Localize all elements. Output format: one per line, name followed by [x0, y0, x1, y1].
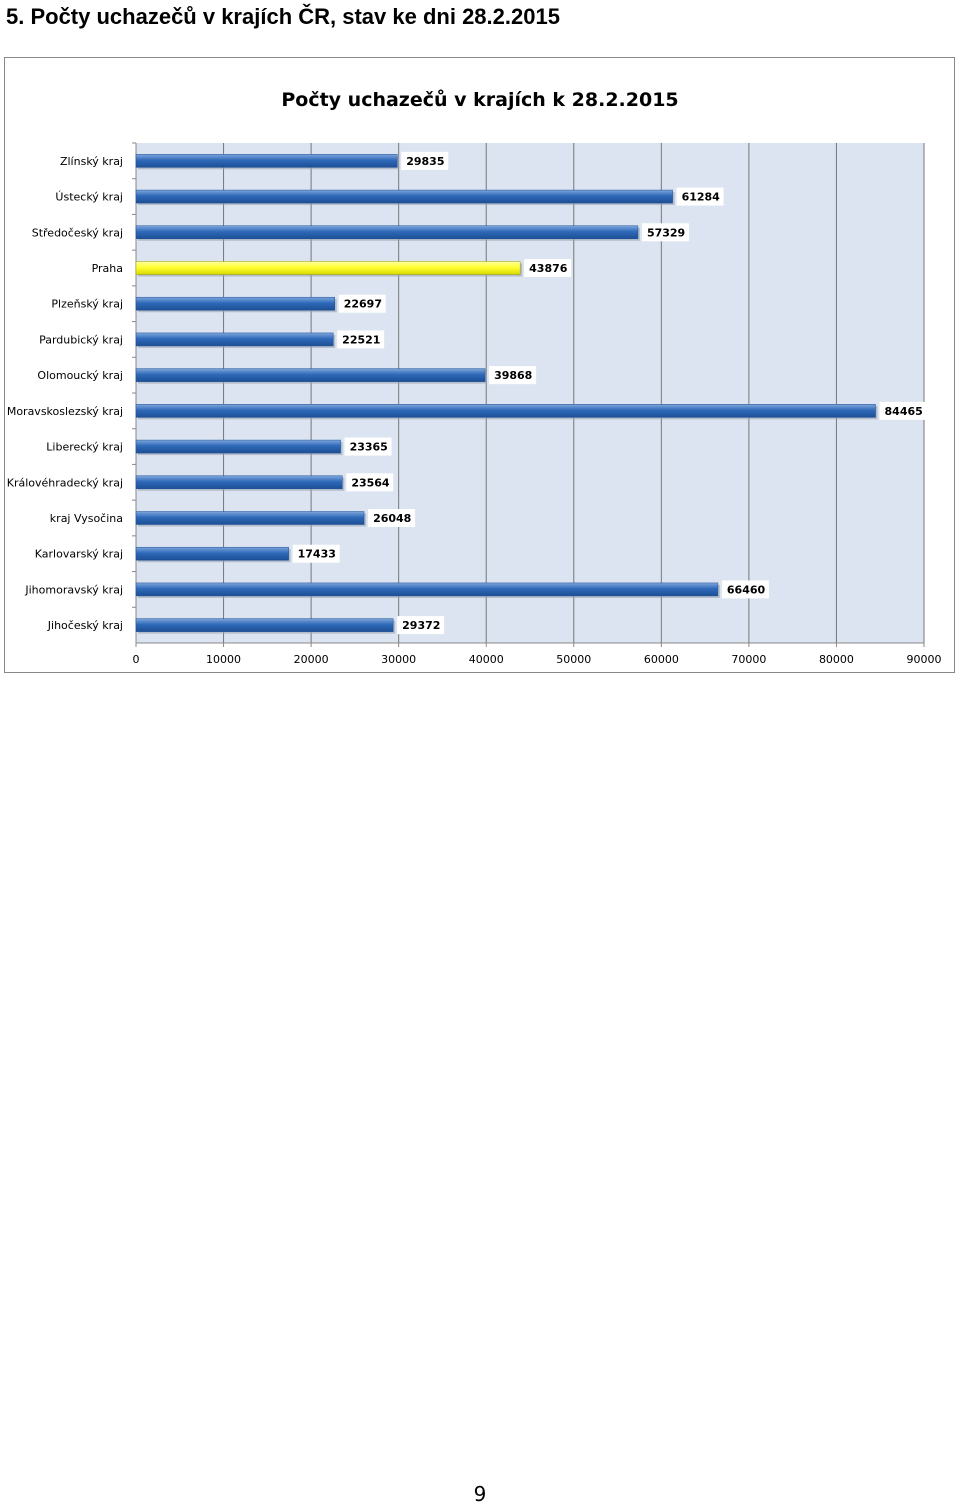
category-label: Zlínský kraj	[60, 155, 123, 168]
data-label: 61284	[682, 191, 721, 204]
x-tick-label: 60000	[644, 653, 679, 666]
data-label-box	[397, 616, 445, 635]
bar	[135, 546, 289, 561]
x-tick-label: 20000	[294, 653, 329, 666]
bar	[135, 368, 486, 382]
x-tick-label: 10000	[206, 653, 241, 666]
x-tick-label: 40000	[469, 653, 504, 666]
data-label-box	[721, 580, 769, 599]
data-label: 66460	[727, 583, 766, 596]
data-label-box	[524, 259, 572, 277]
category-label: Jihočeský kraj	[47, 619, 123, 632]
data-label-box	[292, 544, 340, 563]
data-label-box	[401, 151, 449, 170]
bar	[135, 439, 341, 454]
x-tick-label: 0	[133, 653, 140, 666]
category-label: Pardubický kraj	[39, 333, 123, 346]
category-label: Liberecký kraj	[46, 441, 123, 454]
category-label: Plzeňský kraj	[51, 298, 123, 311]
data-label-box	[368, 509, 416, 527]
category-label: Královéhradecký kraj	[7, 476, 123, 489]
data-label: 43876	[529, 262, 568, 275]
chart-frame: Počty uchazečů v krajích k 28.2.2015 298…	[4, 57, 955, 673]
bar	[135, 582, 719, 597]
category-label: Praha	[92, 262, 123, 275]
category-label: Ústecký kraj	[55, 191, 123, 204]
data-label-box	[337, 330, 385, 349]
x-tick-label: 30000	[381, 653, 416, 666]
bar-chart: Počty uchazečů v krajích k 28.2.2015 298…	[7, 88, 942, 666]
data-label-box	[346, 473, 394, 492]
category-label: Středočeský kraj	[32, 226, 123, 239]
x-tick-label: 70000	[731, 653, 766, 666]
category-label: Karlovarský kraj	[35, 548, 123, 561]
data-label-box	[676, 187, 724, 206]
data-label: 84465	[885, 405, 923, 418]
bar	[135, 618, 394, 632]
data-label-box	[489, 366, 537, 385]
data-label: 29372	[402, 619, 440, 632]
category-label: Olomoucký kraj	[37, 369, 123, 382]
data-label: 26048	[373, 512, 411, 525]
data-label: 22521	[342, 333, 380, 346]
section-heading: 5. Počty uchazečů v krajích ČR, stav ke …	[6, 4, 560, 29]
data-label: 39868	[494, 369, 532, 382]
category-label: Moravskoslezský kraj	[7, 405, 123, 418]
bar	[135, 154, 398, 168]
bar	[135, 404, 876, 418]
data-label: 29835	[406, 155, 444, 168]
x-tick-label: 50000	[556, 653, 591, 666]
data-label-box	[344, 437, 392, 456]
x-axis-ticks: 0 10000 20000 30000 40000 50000 60000 70000 8000…	[133, 643, 942, 666]
data-label: 22697	[344, 298, 382, 311]
bars: 29835 61284 57329 43876 22697 22521 39868 84465…	[135, 151, 927, 635]
data-label: 57329	[647, 226, 685, 239]
page-number: 9	[473, 1482, 487, 1506]
data-label-box	[641, 223, 689, 242]
data-label-box	[879, 401, 927, 420]
category-label: kraj Vysočina	[50, 512, 123, 525]
bar	[135, 511, 365, 525]
bar-highlight	[135, 261, 521, 275]
data-label: 23365	[350, 441, 388, 454]
plot-area	[136, 143, 924, 643]
category-labels: Zlínský kraj Ústecký kraj Středočeský kraj…	[7, 142, 136, 632]
category-label: Jihomoravský kraj	[24, 583, 123, 596]
bar	[135, 225, 639, 240]
x-tick-label: 80000	[819, 653, 854, 666]
bar	[135, 189, 673, 204]
chart-title: Počty uchazečů v krajích k 28.2.2015	[281, 88, 678, 111]
bar	[135, 332, 334, 347]
bar	[135, 475, 343, 490]
data-label: 23564	[351, 476, 390, 489]
data-label: 17433	[298, 548, 336, 561]
bar	[135, 296, 335, 311]
data-label-box	[338, 294, 386, 313]
x-tick-label: 90000	[907, 653, 942, 666]
